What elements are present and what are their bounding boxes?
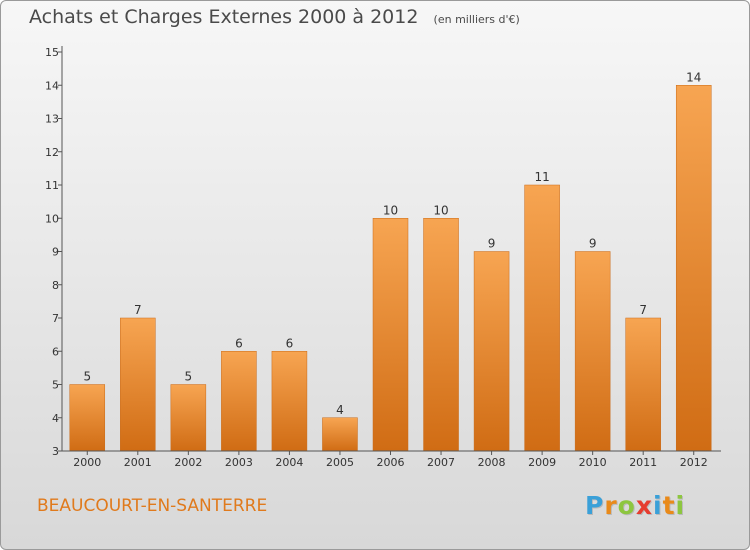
title-row: Achats et Charges Externes 2000 à 2012 (… [29, 6, 520, 28]
logo-letter: t [662, 491, 676, 520]
y-tick-label-7: 7 [52, 312, 59, 325]
bar-2001 [120, 317, 156, 452]
value-labels-group: 5 7 5 6 6 4 10 10 9 11 9 7 14 [83, 70, 701, 417]
x-tick-label-2012: 2012 [680, 456, 708, 469]
value-label-2012: 14 [686, 70, 701, 84]
y-tick-label-9: 9 [52, 246, 59, 259]
proxiti-logo: Proxiti [585, 491, 685, 520]
chart-unit: (en milliers d'€) [433, 13, 520, 26]
chart-title: Achats et Charges Externes 2000 à 2012 [29, 6, 419, 28]
x-tick-label-2005: 2005 [326, 456, 354, 469]
value-label-2006: 10 [383, 203, 398, 217]
bar-2008 [473, 251, 510, 452]
x-tick-label-2010: 2010 [579, 456, 607, 469]
y-tick-label-15: 15 [45, 46, 59, 59]
bar-2007 [423, 218, 459, 452]
logo-letter: x [635, 491, 653, 520]
bar-2009 [524, 184, 560, 452]
y-tick-label-14: 14 [45, 79, 59, 92]
y-tick-label-11: 11 [45, 179, 59, 192]
x-tick-label-2011: 2011 [629, 456, 657, 469]
y-tick-label-3: 3 [52, 445, 59, 458]
y-tick-label-6: 6 [52, 345, 59, 358]
x-tick-label-2004: 2004 [275, 456, 303, 469]
value-label-2007: 10 [433, 203, 448, 217]
bar-2005 [322, 417, 358, 452]
x-ticks-group: 2000 2001 2002 2003 2004 2005 2006 2007 2008 2009… [73, 451, 708, 469]
value-label-2010: 9 [589, 237, 597, 251]
y-tick-label-5: 5 [52, 379, 59, 392]
value-label-2001: 7 [134, 303, 142, 317]
y-tick-label-12: 12 [45, 146, 59, 159]
y-tick-label-10: 10 [45, 212, 59, 225]
value-label-2003: 6 [235, 336, 243, 350]
x-tick-label-2007: 2007 [427, 456, 455, 469]
value-label-2004: 6 [286, 336, 294, 350]
x-tick-label-2002: 2002 [174, 456, 202, 469]
logo-letter: P [585, 491, 605, 520]
logo-letter: i [653, 491, 663, 520]
bar-2010 [574, 251, 611, 452]
bar-2000 [69, 384, 106, 452]
bar-2003 [221, 351, 257, 452]
bar-2012 [675, 85, 712, 452]
bar-2006 [372, 218, 409, 452]
y-tick-label-4: 4 [52, 412, 59, 425]
value-label-2000: 5 [83, 370, 91, 384]
x-tick-label-2000: 2000 [73, 456, 101, 469]
value-label-2008: 9 [488, 237, 496, 251]
x-tick-label-2001: 2001 [124, 456, 152, 469]
bar-2004 [271, 351, 308, 452]
value-label-2002: 5 [185, 370, 193, 384]
value-label-2009: 11 [534, 170, 549, 184]
logo-letter: o [617, 491, 636, 520]
x-tick-label-2006: 2006 [377, 456, 405, 469]
value-label-2011: 7 [639, 303, 647, 317]
x-tick-label-2008: 2008 [478, 456, 506, 469]
value-label-2005: 4 [336, 403, 344, 417]
logo-letter: i [675, 491, 686, 520]
y-tick-label-13: 13 [45, 113, 59, 126]
commune-name: BEAUCOURT-EN-SANTERRE [37, 496, 268, 516]
x-tick-label-2009: 2009 [528, 456, 556, 469]
axes-group [61, 46, 721, 452]
x-tick-label-2003: 2003 [225, 456, 253, 469]
logo-letter: r [604, 491, 618, 520]
y-ticks-group: 3 4 5 6 7 8 9 10 11 12 13 14 15 [45, 46, 62, 458]
bar-2011 [625, 317, 661, 452]
bar-2002 [170, 384, 207, 452]
bars-group [69, 85, 712, 452]
y-tick-label-8: 8 [52, 279, 59, 292]
